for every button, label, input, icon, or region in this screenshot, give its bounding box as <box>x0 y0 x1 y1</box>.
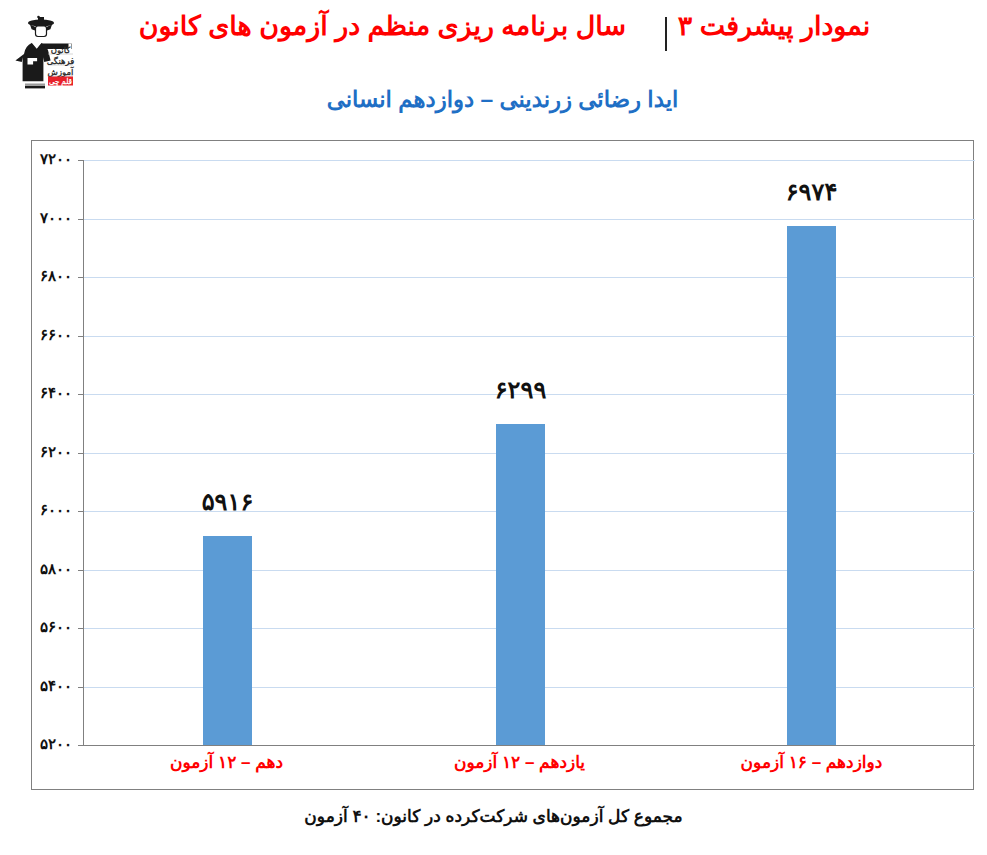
svg-text:قلم چی: قلم چی <box>49 77 73 86</box>
